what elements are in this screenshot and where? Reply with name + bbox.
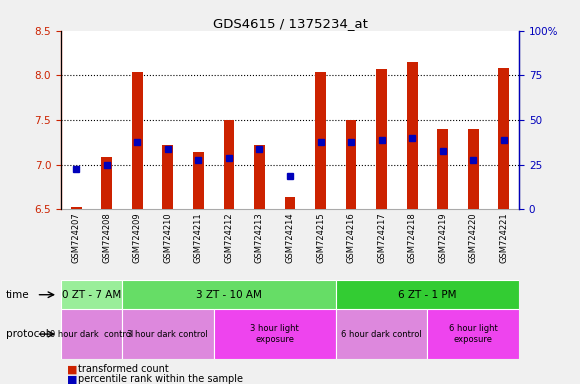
Text: transformed count: transformed count bbox=[78, 364, 169, 374]
Bar bbox=[315, 72, 326, 209]
Text: 3 ZT - 10 AM: 3 ZT - 10 AM bbox=[196, 290, 262, 300]
Text: 6 hour dark control: 6 hour dark control bbox=[341, 329, 422, 339]
Text: GDS4615 / 1375234_at: GDS4615 / 1375234_at bbox=[212, 17, 368, 30]
Bar bbox=[346, 120, 357, 209]
Bar bbox=[285, 197, 295, 209]
Bar bbox=[336, 309, 427, 359]
Bar bbox=[437, 129, 448, 209]
Text: ■: ■ bbox=[67, 374, 77, 384]
Bar bbox=[61, 309, 122, 359]
Text: 0 ZT - 7 AM: 0 ZT - 7 AM bbox=[62, 290, 121, 300]
Text: 3 hour light
exposure: 3 hour light exposure bbox=[251, 324, 299, 344]
Text: 0 hour dark  control: 0 hour dark control bbox=[50, 329, 133, 339]
Bar bbox=[122, 280, 336, 309]
Text: 6 hour light
exposure: 6 hour light exposure bbox=[449, 324, 498, 344]
Text: percentile rank within the sample: percentile rank within the sample bbox=[78, 374, 243, 384]
Bar bbox=[193, 152, 204, 209]
Bar bbox=[336, 280, 519, 309]
Bar bbox=[407, 62, 418, 209]
Bar bbox=[61, 280, 122, 309]
Text: time: time bbox=[6, 290, 30, 300]
Bar bbox=[102, 157, 112, 209]
Bar bbox=[427, 309, 519, 359]
Bar bbox=[498, 68, 509, 209]
Bar bbox=[213, 309, 336, 359]
Bar bbox=[162, 145, 173, 209]
Bar bbox=[223, 120, 234, 209]
Text: 3 hour dark control: 3 hour dark control bbox=[128, 329, 208, 339]
Text: ■: ■ bbox=[67, 364, 77, 374]
Bar bbox=[122, 309, 213, 359]
Bar bbox=[468, 129, 478, 209]
Bar bbox=[71, 207, 82, 209]
Text: protocol: protocol bbox=[6, 329, 49, 339]
Text: 6 ZT - 1 PM: 6 ZT - 1 PM bbox=[398, 290, 456, 300]
Bar bbox=[132, 72, 143, 209]
Bar bbox=[376, 69, 387, 209]
Bar bbox=[254, 145, 265, 209]
